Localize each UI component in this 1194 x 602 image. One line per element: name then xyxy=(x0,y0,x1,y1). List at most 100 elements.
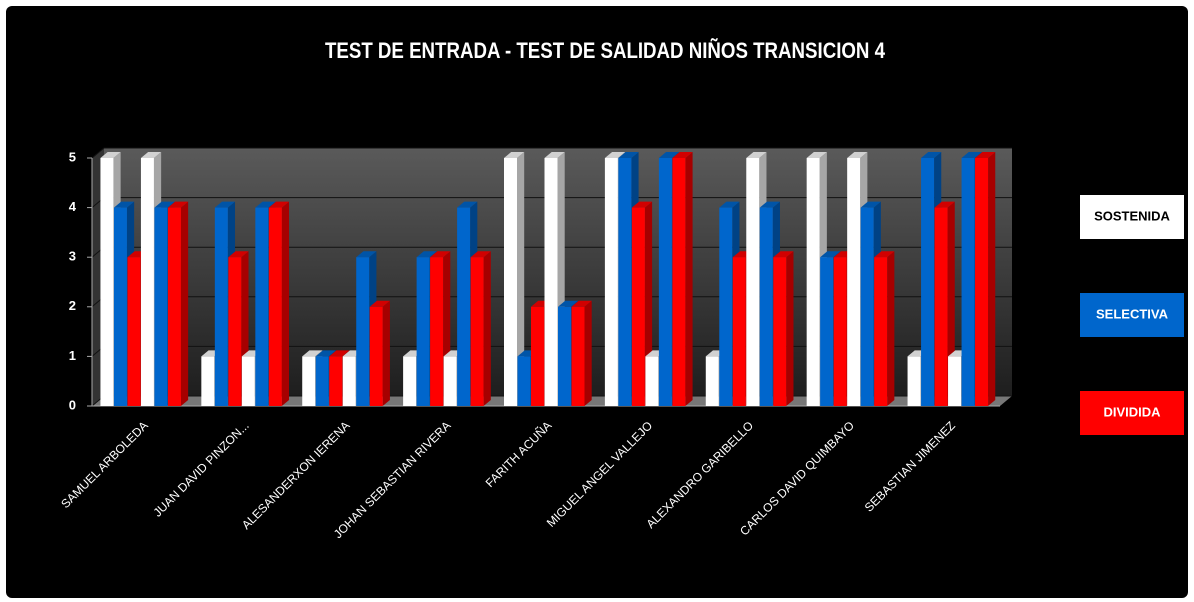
bar-top xyxy=(672,152,693,158)
bar-top xyxy=(604,152,626,158)
bar xyxy=(631,207,645,406)
bar xyxy=(342,356,356,406)
bar-top xyxy=(113,201,135,208)
bar-side xyxy=(685,152,693,406)
bar xyxy=(860,207,874,406)
bar xyxy=(558,306,571,406)
legend-swatch xyxy=(1080,195,1184,239)
bar xyxy=(975,158,989,406)
bar xyxy=(356,257,370,406)
bar xyxy=(732,257,746,406)
bar xyxy=(302,356,316,406)
y-tick-label: 4 xyxy=(69,199,77,214)
bar xyxy=(517,356,531,406)
bar xyxy=(746,158,760,406)
bar-top xyxy=(746,152,767,158)
bar xyxy=(907,356,921,406)
legend-label: DIVIDIDA xyxy=(1103,404,1161,419)
bar xyxy=(154,207,168,406)
legend-label: SOSTENIDA xyxy=(1094,208,1170,223)
bar xyxy=(705,356,719,406)
bar xyxy=(934,207,948,406)
bar-side xyxy=(382,300,390,406)
bar xyxy=(773,257,787,406)
bar xyxy=(618,158,632,406)
bar-top xyxy=(820,251,841,258)
bar xyxy=(369,306,383,406)
bar xyxy=(315,356,329,406)
bar-top xyxy=(773,251,794,258)
legend-swatch xyxy=(1080,391,1184,435)
bar xyxy=(759,207,773,406)
bar xyxy=(100,158,114,406)
bar xyxy=(874,257,888,406)
bar xyxy=(268,207,282,406)
bar xyxy=(255,207,269,406)
bar-top xyxy=(430,251,451,258)
bar xyxy=(214,207,228,406)
bar xyxy=(241,356,255,406)
bar xyxy=(806,158,820,406)
bar-top xyxy=(658,152,680,158)
bar xyxy=(470,257,484,406)
bar-top xyxy=(544,152,565,158)
legend-label: SELECTIVA xyxy=(1096,306,1169,321)
bar-top xyxy=(255,201,276,208)
bar-top xyxy=(975,152,996,158)
bar xyxy=(604,158,618,406)
y-tick-label: 1 xyxy=(69,348,76,363)
bar xyxy=(531,306,544,406)
y-tick-label: 5 xyxy=(69,149,76,164)
chart-title: TEST DE ENTRADA - TEST DE SALIDAD NIÑOS … xyxy=(325,38,886,63)
bar xyxy=(457,207,471,406)
bar xyxy=(430,257,444,406)
bar xyxy=(820,257,834,406)
bar-top xyxy=(719,201,740,208)
bar xyxy=(113,207,127,406)
bar-top xyxy=(504,152,525,158)
bar xyxy=(167,207,181,406)
bar-top xyxy=(140,152,162,158)
bar-top xyxy=(457,201,478,208)
bar-top xyxy=(921,152,942,158)
bar-top xyxy=(302,350,323,357)
y-tick-label: 3 xyxy=(69,249,76,264)
bar-top xyxy=(806,152,827,158)
bar-top xyxy=(961,152,982,158)
bar-side xyxy=(786,251,794,406)
bar-top xyxy=(154,201,175,208)
bar xyxy=(847,158,861,406)
bar-top xyxy=(470,251,491,258)
bar-top xyxy=(571,300,592,307)
bar-top xyxy=(759,201,780,208)
bar xyxy=(921,158,935,406)
bar-top xyxy=(631,201,653,208)
bar-top xyxy=(315,350,336,357)
bar xyxy=(571,306,585,406)
bar-top xyxy=(618,152,639,158)
bar-top xyxy=(847,152,868,158)
bar-side xyxy=(887,251,895,406)
bar xyxy=(201,356,215,406)
bar-side xyxy=(180,201,189,406)
bar-top xyxy=(558,300,579,307)
bar xyxy=(672,158,686,406)
y-tick-label: 2 xyxy=(69,298,76,313)
bar xyxy=(658,158,672,406)
bar-top xyxy=(860,201,881,208)
bar xyxy=(544,158,558,406)
bar-top xyxy=(369,300,390,307)
bar xyxy=(719,207,733,406)
bar xyxy=(443,356,457,406)
bar-top xyxy=(874,251,895,258)
bar xyxy=(948,356,962,406)
bar-top xyxy=(228,251,249,258)
bar-top xyxy=(100,152,121,158)
bar xyxy=(329,356,343,406)
bar xyxy=(645,356,659,406)
grid-line xyxy=(91,147,1012,159)
y-tick-label: 0 xyxy=(69,397,76,412)
bar-side xyxy=(281,201,290,406)
bar xyxy=(228,257,242,406)
